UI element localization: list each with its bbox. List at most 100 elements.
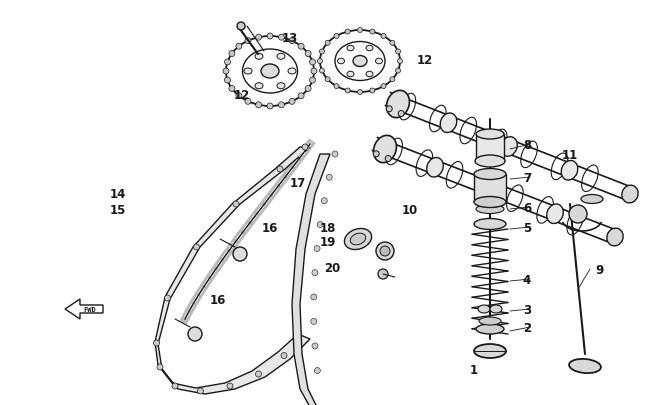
Ellipse shape xyxy=(479,317,501,325)
Circle shape xyxy=(312,343,318,349)
Text: 18: 18 xyxy=(320,221,336,234)
Circle shape xyxy=(358,28,363,34)
Circle shape xyxy=(370,89,375,94)
Circle shape xyxy=(278,35,285,41)
Text: 9: 9 xyxy=(596,263,604,276)
Circle shape xyxy=(245,99,251,105)
Circle shape xyxy=(267,34,273,40)
Circle shape xyxy=(245,38,251,45)
Circle shape xyxy=(289,99,295,105)
Circle shape xyxy=(326,175,332,181)
Circle shape xyxy=(376,243,394,260)
Circle shape xyxy=(289,38,295,45)
Text: 12: 12 xyxy=(234,88,250,101)
Circle shape xyxy=(311,319,317,325)
Text: 11: 11 xyxy=(562,148,578,161)
Circle shape xyxy=(233,202,239,207)
Circle shape xyxy=(398,60,402,64)
Ellipse shape xyxy=(474,219,506,230)
Circle shape xyxy=(358,90,363,95)
Text: 17: 17 xyxy=(290,176,306,189)
Circle shape xyxy=(172,383,178,389)
Ellipse shape xyxy=(478,305,490,313)
Ellipse shape xyxy=(366,72,373,77)
Circle shape xyxy=(229,86,235,92)
Circle shape xyxy=(309,78,315,84)
Circle shape xyxy=(233,247,247,261)
Circle shape xyxy=(332,151,338,158)
Circle shape xyxy=(255,102,261,109)
Text: FWD: FWD xyxy=(83,306,96,312)
Text: 12: 12 xyxy=(417,53,433,66)
Ellipse shape xyxy=(288,69,296,75)
Ellipse shape xyxy=(474,197,506,208)
Circle shape xyxy=(398,111,404,117)
Ellipse shape xyxy=(622,185,638,203)
Circle shape xyxy=(314,246,320,252)
Circle shape xyxy=(396,50,400,55)
Ellipse shape xyxy=(277,54,285,60)
Circle shape xyxy=(334,84,339,90)
Circle shape xyxy=(255,35,261,41)
Ellipse shape xyxy=(500,137,517,157)
Ellipse shape xyxy=(476,324,504,334)
Ellipse shape xyxy=(476,205,504,214)
Ellipse shape xyxy=(255,54,263,60)
Text: 7: 7 xyxy=(523,171,531,184)
Circle shape xyxy=(236,44,242,50)
Circle shape xyxy=(321,198,328,204)
Circle shape xyxy=(302,145,308,151)
Circle shape xyxy=(325,77,330,83)
Circle shape xyxy=(227,383,233,389)
Ellipse shape xyxy=(479,201,501,208)
Text: 13: 13 xyxy=(282,32,298,45)
Circle shape xyxy=(309,60,315,66)
Ellipse shape xyxy=(426,158,443,177)
Ellipse shape xyxy=(474,169,506,180)
Circle shape xyxy=(378,269,388,279)
Circle shape xyxy=(298,44,304,50)
Ellipse shape xyxy=(353,56,367,67)
Ellipse shape xyxy=(350,234,366,245)
Circle shape xyxy=(237,23,245,31)
Circle shape xyxy=(236,94,242,100)
Text: 15: 15 xyxy=(110,203,126,216)
Circle shape xyxy=(317,222,323,228)
Circle shape xyxy=(153,340,159,346)
Circle shape xyxy=(345,89,350,94)
Circle shape xyxy=(386,107,392,113)
Polygon shape xyxy=(155,148,310,394)
Ellipse shape xyxy=(277,83,285,90)
Circle shape xyxy=(325,41,330,46)
Circle shape xyxy=(319,50,324,55)
Polygon shape xyxy=(65,299,103,319)
Ellipse shape xyxy=(561,161,578,181)
Circle shape xyxy=(390,77,395,83)
Circle shape xyxy=(396,69,400,74)
Ellipse shape xyxy=(261,65,279,79)
Circle shape xyxy=(315,368,320,374)
Circle shape xyxy=(385,156,391,162)
Circle shape xyxy=(281,353,287,358)
Circle shape xyxy=(224,60,231,66)
Circle shape xyxy=(311,69,317,75)
Ellipse shape xyxy=(347,72,354,77)
Ellipse shape xyxy=(337,59,345,64)
Polygon shape xyxy=(292,155,330,405)
Circle shape xyxy=(164,295,170,301)
Ellipse shape xyxy=(607,228,623,246)
Circle shape xyxy=(390,41,395,46)
Ellipse shape xyxy=(569,359,601,373)
Circle shape xyxy=(311,294,317,300)
Circle shape xyxy=(198,388,203,394)
Ellipse shape xyxy=(387,91,410,118)
Text: 20: 20 xyxy=(324,261,340,274)
Ellipse shape xyxy=(487,181,503,201)
Circle shape xyxy=(381,34,386,39)
Ellipse shape xyxy=(581,195,603,204)
Ellipse shape xyxy=(244,69,252,75)
Circle shape xyxy=(317,60,322,64)
Circle shape xyxy=(370,30,375,35)
Ellipse shape xyxy=(474,344,506,358)
Circle shape xyxy=(381,84,386,90)
